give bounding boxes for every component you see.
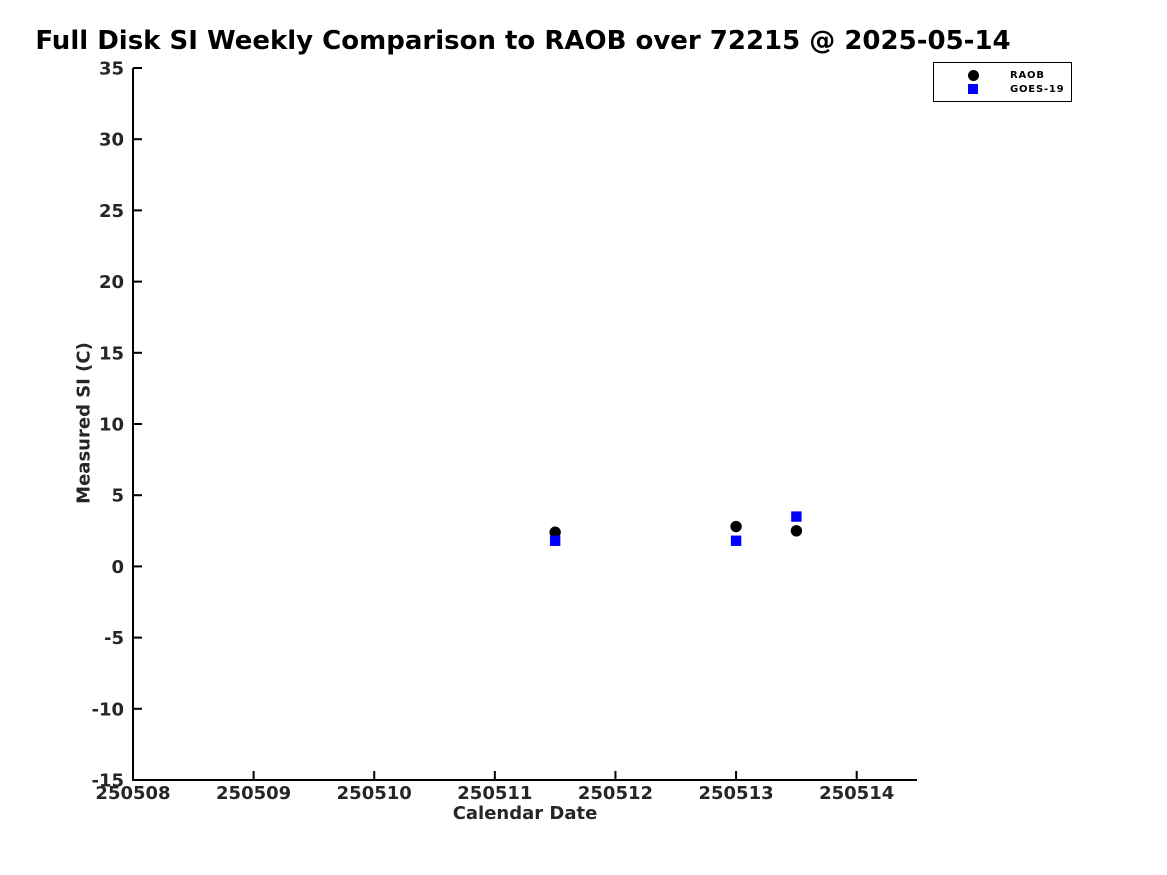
y-tick-label: 25 [99,201,124,222]
legend-item-goes-19: GOES-19 [951,82,1071,96]
y-tick-label: 30 [99,130,124,151]
raob-data-point [549,526,561,538]
y-tick-label: 15 [99,343,124,364]
legend-label-goes-19: GOES-19 [1010,83,1065,95]
y-tick-label: 10 [99,415,124,436]
goes-19-data-point [791,511,802,522]
x-tick-label: 250508 [95,783,170,804]
legend-swatch-cell [951,69,995,81]
y-axis-label: Measured SI (C) [73,342,95,504]
goes-19-data-point [549,535,561,546]
y-tick-label: 0 [111,557,124,578]
y-tick-label: -10 [91,699,124,720]
y-tick-label: -15 [91,771,124,792]
x-tick-label: 250514 [819,783,894,804]
raob-circle-marker-icon [967,69,979,81]
x-axis-label: Calendar Date [452,803,598,824]
goes-19-data-point [730,535,742,546]
x-tick-label: 250512 [578,783,653,804]
goes-19-square-marker-icon [968,84,978,94]
y-tick-label: 20 [99,272,124,293]
x-tick-label: 250513 [698,783,773,804]
y-tick-label: 35 [99,59,124,80]
y-tick-label: 5 [111,486,124,507]
legend-label-raob: RAOB [1010,69,1045,81]
raob-data-point [730,520,742,533]
y-tick-label: -5 [104,628,124,649]
legend: RAOB GOES-19 [933,62,1072,102]
raob-data-point [790,525,803,537]
chart-title: Full Disk SI Weekly Comparison to RAOB o… [35,26,1011,56]
x-tick-label: 250510 [337,783,412,804]
x-tick-label: 250509 [216,783,291,804]
legend-swatch-cell [951,84,995,94]
legend-item-raob: RAOB [951,68,1071,82]
x-tick-label: 250511 [457,783,532,804]
